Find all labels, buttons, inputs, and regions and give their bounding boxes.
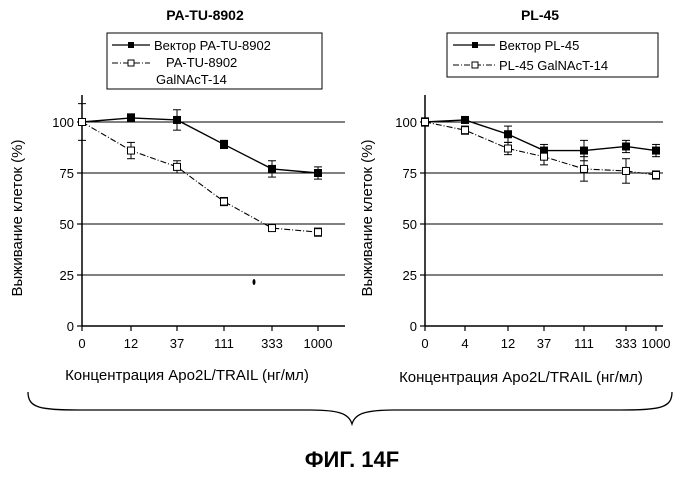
chart1-point-galnact — [221, 198, 228, 205]
figure-caption: ФИГ. 14F — [305, 447, 399, 472]
chart-pa-tu-8902: PA-TU-8902 0 25 50 75 100 0 12 37 111 333 1000 Вы… — [9, 7, 345, 384]
chart2-point-galnact — [653, 172, 660, 179]
chart1-series — [78, 104, 322, 237]
chart2-point-galnact — [581, 165, 588, 172]
chart1-x-label: Концентрация Apo2L/TRAIL (нг/мл) — [65, 367, 309, 384]
chart1-point-galnact — [174, 163, 181, 170]
chart2-series-line-0 — [425, 120, 656, 151]
chart1-series-line-0 — [82, 118, 318, 173]
chart2-x-tick-label: 333 — [615, 336, 637, 351]
chart2-point-vector — [462, 116, 469, 123]
chart1-series-line-1 — [82, 122, 318, 232]
chart2-legend: Вектор PL-45 PL-45 GalNAcT-14 — [447, 33, 658, 77]
chart2-point-galnact — [505, 145, 512, 152]
chart1-point-vector — [128, 114, 135, 121]
chart2-x-tick-label: 111 — [574, 336, 594, 351]
chart2-x-tick-label: 4 — [461, 336, 468, 351]
chart1-legend: Вектор PA-TU-8902 PA-TU-8902 GalNAcT-14 — [107, 33, 322, 89]
chart2-legend-label-galnact: PL-45 GalNAcT-14 — [499, 58, 608, 73]
chart2-point-vector — [505, 131, 512, 138]
chart2-point-vector — [653, 147, 660, 154]
chart2-legend-marker-vector — [472, 42, 478, 48]
chart1-y-tick-label: 25 — [60, 268, 74, 283]
chart1-y-label: Выживание клеток (%) — [9, 140, 26, 297]
chart1-x-tick-label: 111 — [214, 336, 234, 351]
chart2-point-galnact — [541, 153, 548, 160]
chart1-point-vector — [269, 165, 276, 172]
chart1-y-ticks: 0 25 50 75 100 — [52, 115, 82, 334]
chart2-title: PL-45 — [521, 7, 559, 23]
chart1-speck — [253, 279, 256, 285]
chart1-point-galnact — [128, 147, 135, 154]
chart1-legend-marker-galnact — [128, 60, 134, 66]
chart1-legend-marker-vector — [128, 42, 134, 48]
chart2-y-tick-label: 0 — [410, 319, 417, 334]
chart1-point-vector — [221, 141, 228, 148]
chart2-y-ticks: 0 25 50 75 100 — [395, 115, 425, 334]
chart1-point-galnact — [315, 229, 322, 236]
chart2-x-tick-label: 0 — [421, 336, 428, 351]
chart1-title: PA-TU-8902 — [166, 7, 244, 23]
chart1-y-tick-label: 100 — [52, 115, 74, 130]
chart2-point-vector — [623, 143, 630, 150]
chart1-legend-label-galnact-line1: PA-TU-8902 — [166, 55, 237, 70]
chart2-legend-label-vector: Вектор PL-45 — [499, 38, 579, 53]
chart2-point-galnact — [623, 167, 630, 174]
chart2-y-tick-label: 25 — [403, 268, 417, 283]
chart2-x-tick-label: 37 — [537, 336, 551, 351]
chart1-legend-label-vector: Вектор PA-TU-8902 — [154, 38, 271, 53]
chart1-x-tick-label: 0 — [78, 336, 85, 351]
chart1-x-ticks: 0 12 37 111 333 1000 — [78, 326, 332, 351]
chart2-x-tick-label: 1000 — [642, 336, 671, 351]
chart1-x-tick-label: 12 — [124, 336, 138, 351]
grouping-brace — [28, 392, 672, 424]
chart2-y-tick-label: 75 — [403, 166, 417, 181]
chart1-point-galnact — [79, 119, 86, 126]
chart1-y-tick-label: 75 — [60, 166, 74, 181]
chart2-point-galnact — [462, 127, 469, 134]
chart2-legend-marker-galnact — [472, 62, 478, 68]
chart2-point-vector — [581, 147, 588, 154]
chart1-legend-label-galnact-line2: GalNAcT-14 — [156, 72, 227, 87]
chart1-point-galnact — [269, 225, 276, 232]
chart1-point-vector — [315, 170, 322, 177]
chart1-point-vector — [174, 116, 181, 123]
chart-pl-45: PL-45 0 25 50 75 100 0 4 12 37 111 333 1000 Выжива… — [359, 7, 670, 386]
chart2-x-ticks: 0 4 12 37 111 333 1000 — [421, 326, 670, 351]
chart2-point-galnact — [422, 119, 429, 126]
chart2-x-label: Концентрация Apo2L/TRAIL (нг/мл) — [399, 369, 643, 386]
chart1-y-tick-label: 50 — [60, 217, 74, 232]
chart1-x-tick-label: 37 — [170, 336, 184, 351]
chart1-x-tick-label: 333 — [261, 336, 283, 351]
chart2-y-label: Выживание клеток (%) — [359, 140, 376, 297]
chart2-y-tick-label: 50 — [403, 217, 417, 232]
chart2-y-tick-label: 100 — [395, 115, 417, 130]
chart2-x-tick-label: 12 — [501, 336, 515, 351]
chart1-x-tick-label: 1000 — [304, 336, 333, 351]
chart1-y-tick-label: 0 — [67, 319, 74, 334]
